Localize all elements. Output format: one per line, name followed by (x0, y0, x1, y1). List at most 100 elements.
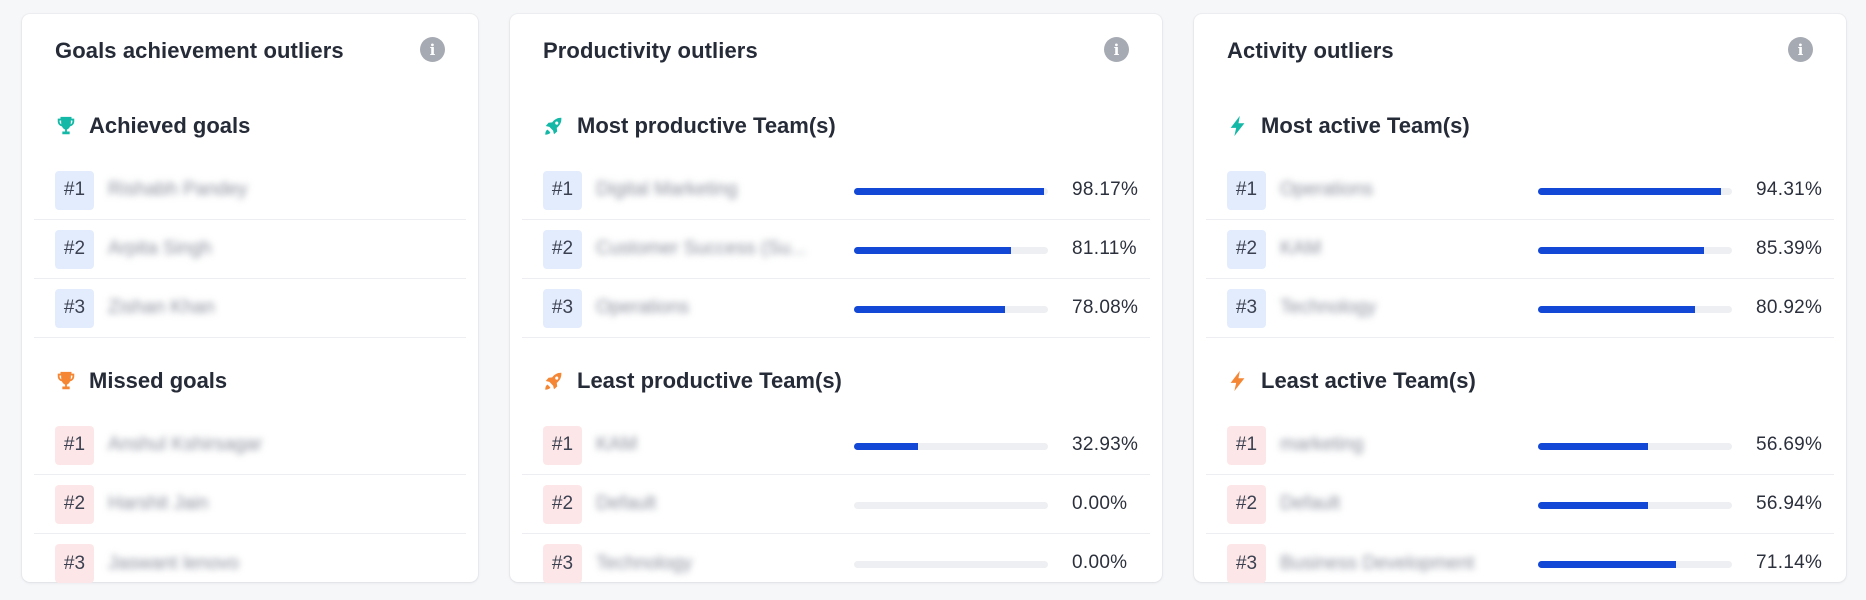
rank-badge: #1 (543, 425, 582, 465)
list-item[interactable]: #1 Anshul Kshirsagar (34, 416, 466, 475)
rank-badge: #3 (55, 288, 94, 328)
person-name[interactable]: Harshit Jain (108, 493, 209, 514)
table-row[interactable]: #1 Digital Marketing 98.17% (522, 161, 1150, 220)
list-item[interactable]: #3 Zishan Khan (34, 279, 466, 338)
table-row[interactable]: #2 Default 56.94% (1206, 475, 1834, 534)
card-title: Goals achievement outliers (55, 38, 344, 63)
lightning-icon (1227, 115, 1249, 137)
percentage-value: 78.08% (1072, 297, 1139, 318)
table-row[interactable]: #2 Default 0.00% (522, 475, 1150, 534)
least-active-heading: Least active Team(s) (1227, 368, 1476, 394)
lightning-icon (1227, 370, 1249, 392)
list-item[interactable]: #1 Rishabh Pandey (34, 161, 466, 220)
person-name[interactable]: Jaswant lenovo (108, 552, 239, 574)
progress-bar (1538, 443, 1732, 450)
percentage-value: 98.17% (1072, 179, 1139, 200)
team-name[interactable]: Operations (596, 297, 689, 318)
rank-badge: #3 (1227, 288, 1266, 328)
rocket-icon (543, 370, 565, 392)
progress-bar (854, 502, 1048, 509)
card-title: Activity outliers (1227, 38, 1394, 63)
progress-bar-fill (854, 247, 1012, 254)
section-heading-label: Achieved goals (89, 113, 251, 138)
activity-outliers-card: Activity outliers i Most active Team(s) … (1194, 14, 1846, 583)
rocket-icon (543, 115, 565, 137)
team-name[interactable]: Digital Marketing (596, 179, 738, 200)
person-name[interactable]: Zishan Khan (108, 297, 215, 318)
progress-bar (1538, 306, 1732, 313)
percentage-value: 94.31% (1756, 179, 1823, 200)
table-row[interactable]: #1 KAM 32.93% (522, 416, 1150, 475)
rank-badge: #3 (543, 544, 582, 583)
table-row[interactable]: #3 Operations 78.08% (522, 279, 1150, 338)
table-row[interactable]: #2 KAM 85.39% (1206, 220, 1834, 279)
goals-achievement-card: Goals achievement outliers i Achieved go… (22, 14, 478, 583)
info-icon[interactable]: i (1788, 37, 1813, 62)
team-name[interactable]: Operations (1280, 179, 1373, 200)
progress-bar-fill (1538, 502, 1649, 509)
table-row[interactable]: #3 Business Development 71.14% (1206, 534, 1834, 593)
team-name[interactable]: Default (596, 493, 657, 514)
percentage-value: 32.93% (1072, 434, 1139, 455)
progress-bar (1538, 502, 1732, 509)
rank-badge: #1 (55, 170, 94, 210)
progress-bar (1538, 561, 1732, 568)
progress-bar-fill (854, 443, 918, 450)
rank-badge: #1 (1227, 170, 1266, 210)
rank-badge: #1 (1227, 425, 1266, 465)
section-heading-label: Missed goals (89, 368, 228, 393)
rank-badge: #2 (1227, 229, 1266, 269)
card-title: Productivity outliers (543, 38, 758, 63)
missed-goals-heading: Missed goals (55, 368, 227, 394)
section-heading-label: Least active Team(s) (1261, 368, 1476, 393)
list-item[interactable]: #2 Arpita Singh (34, 220, 466, 279)
productivity-outliers-card: Productivity outliers i Most productive … (510, 14, 1162, 583)
rank-badge: #2 (543, 484, 582, 524)
team-name[interactable]: Technology (596, 552, 693, 574)
team-name[interactable]: Business Development (1280, 552, 1475, 574)
percentage-value: 56.94% (1756, 493, 1823, 514)
progress-bar (854, 247, 1048, 254)
person-name[interactable]: Anshul Kshirsagar (108, 434, 263, 455)
person-name[interactable]: Rishabh Pandey (108, 179, 248, 200)
team-name[interactable]: marketing (1280, 434, 1364, 455)
rank-badge: #3 (543, 288, 582, 328)
progress-bar (854, 306, 1048, 313)
team-name[interactable]: KAM (1280, 238, 1322, 259)
team-name[interactable]: KAM (596, 434, 638, 455)
progress-bar (854, 561, 1048, 568)
progress-bar (1538, 247, 1732, 254)
progress-bar-fill (1538, 561, 1676, 568)
team-name[interactable]: Customer Success (Su... (596, 238, 807, 259)
table-row[interactable]: #1 marketing 56.69% (1206, 416, 1834, 475)
most-active-heading: Most active Team(s) (1227, 113, 1470, 139)
rank-badge: #2 (55, 229, 94, 269)
table-row[interactable]: #2 Customer Success (Su... 81.11% (522, 220, 1150, 279)
info-icon[interactable]: i (1104, 37, 1129, 62)
percentage-value: 81.11% (1072, 238, 1137, 259)
person-name[interactable]: Arpita Singh (108, 238, 212, 259)
most-productive-heading: Most productive Team(s) (543, 113, 836, 139)
table-row[interactable]: #1 Operations 94.31% (1206, 161, 1834, 220)
percentage-value: 0.00% (1072, 552, 1128, 573)
progress-bar (854, 188, 1048, 195)
team-name[interactable]: Technology (1280, 297, 1377, 318)
rank-badge: #2 (543, 229, 582, 269)
rank-badge: #1 (55, 425, 94, 465)
info-icon[interactable]: i (420, 37, 445, 62)
achieved-goals-heading: Achieved goals (55, 113, 250, 139)
table-row[interactable]: #3 Technology 0.00% (522, 534, 1150, 593)
percentage-value: 71.14% (1756, 552, 1823, 573)
section-heading-label: Most productive Team(s) (577, 113, 836, 138)
table-row[interactable]: #3 Technology 80.92% (1206, 279, 1834, 338)
percentage-value: 56.69% (1756, 434, 1823, 455)
team-name[interactable]: Default (1280, 493, 1341, 514)
progress-bar (1538, 188, 1732, 195)
progress-bar-fill (1538, 306, 1695, 313)
rank-badge: #2 (55, 484, 94, 524)
percentage-value: 80.92% (1756, 297, 1823, 318)
list-item[interactable]: #2 Harshit Jain (34, 475, 466, 534)
rank-badge: #2 (1227, 484, 1266, 524)
section-heading-label: Least productive Team(s) (577, 368, 842, 393)
list-item[interactable]: #3 Jaswant lenovo (34, 534, 466, 593)
